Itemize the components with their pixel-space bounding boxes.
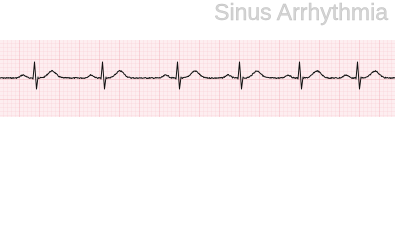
ecg-trace [0, 61, 395, 90]
page: Sinus Arrhythmia (() => { const data = J… [0, 0, 395, 117]
ecg-strip: Sinus Arrhythmia [0, 0, 395, 117]
grid [0, 40, 395, 117]
title: Sinus Arrhythmia [214, 0, 388, 25]
